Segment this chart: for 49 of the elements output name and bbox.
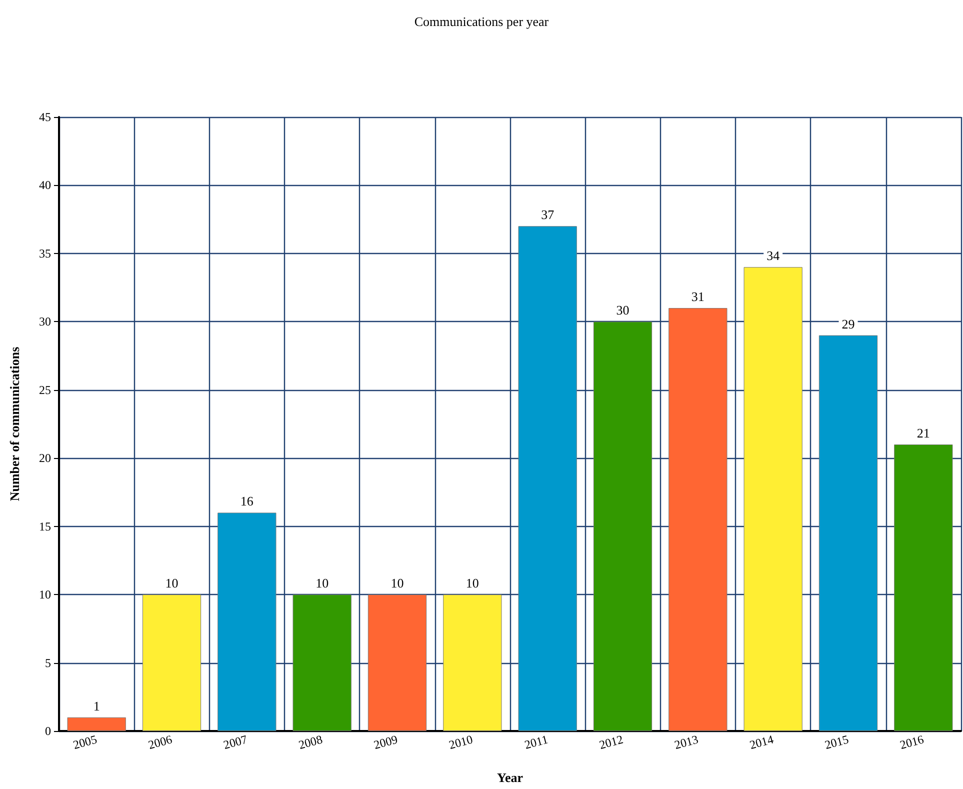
x-tick-label: 2015 [823,732,850,752]
y-tick-label: 0 [45,724,51,738]
data-label: 10 [466,576,479,591]
y-tick-label: 10 [39,588,51,602]
y-tick-label: 40 [39,178,51,192]
x-tick-label: 2009 [372,732,400,752]
y-tick-label: 15 [39,519,51,534]
y-axis-title: Number of communications [7,346,22,502]
bar [668,308,728,731]
bar [894,444,953,731]
x-tick-label: 2014 [748,732,775,752]
bar [443,594,502,731]
bar [368,594,427,731]
y-tick-label: 45 [39,110,51,124]
data-label: 1 [93,698,100,714]
bar [818,335,878,731]
x-tick-label: 2010 [447,732,474,752]
bar [744,267,802,731]
y-tick-label: 20 [39,451,51,466]
x-tick-label: 2013 [672,732,700,752]
data-label: 30 [616,302,630,318]
bar [292,594,352,731]
x-tick-label: 2012 [598,732,625,752]
bar [593,322,652,731]
data-label: 10 [316,576,329,591]
x-tick-label: 2005 [72,732,98,752]
x-tick-label: 2011 [523,732,550,752]
x-tick-label: 2007 [222,732,249,752]
y-tick-label: 30 [39,314,51,329]
data-label: 34 [766,248,780,264]
data-label: 31 [691,289,704,304]
chart-title: Communications per year [414,14,550,29]
x-axis-title: Year [497,770,524,785]
bar [518,226,577,731]
y-tick-label: 35 [39,246,51,260]
data-label: 29 [842,316,855,332]
y-tick-label: 25 [39,382,51,397]
data-label: 21 [916,425,930,440]
bar [67,717,126,731]
y-tick-label: 5 [45,656,51,670]
bar [218,512,276,731]
data-label: 10 [390,576,404,591]
data-label: 10 [165,576,178,591]
data-label: 16 [240,494,254,509]
data-label: 37 [541,207,555,222]
bar [142,594,202,731]
x-tick-label: 2008 [297,732,324,752]
x-tick-label: 2006 [146,732,174,752]
x-tick-label: 2016 [898,732,926,752]
